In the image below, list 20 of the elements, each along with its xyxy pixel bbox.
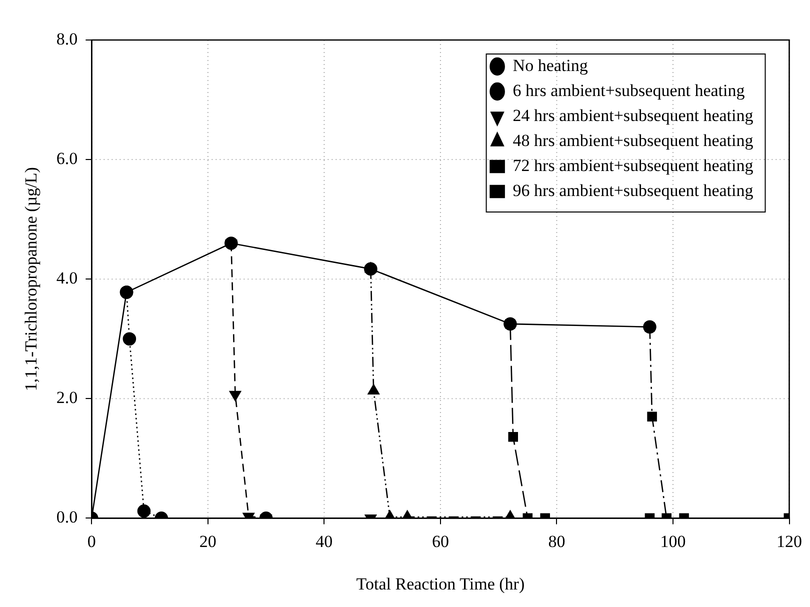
x-tick-label: 60 bbox=[432, 532, 449, 551]
legend-label: 72 hrs ambient+subsequent heating bbox=[512, 156, 754, 175]
y-tick-label: 0.0 bbox=[56, 508, 78, 527]
y-tick-label: 8.0 bbox=[56, 29, 78, 48]
y-tick-label: 6.0 bbox=[56, 149, 78, 168]
legend-label: No heating bbox=[512, 56, 588, 75]
y-tick-label: 2.0 bbox=[56, 388, 78, 408]
y-axis-title: 1,1,1-Trichloropropanone (µg/L) bbox=[22, 167, 41, 392]
x-tick-label: 40 bbox=[316, 532, 333, 551]
x-tick-label: 0 bbox=[87, 532, 96, 551]
legend-label: 24 hrs ambient+subsequent heating bbox=[512, 106, 754, 125]
y-tick-label: 4.0 bbox=[56, 268, 78, 288]
legend-label: 6 hrs ambient+subsequent heating bbox=[512, 80, 746, 100]
legend-label: 48 hrs ambient+subsequent heating bbox=[512, 130, 754, 150]
x-tick-label: 120 bbox=[776, 532, 802, 551]
x-tick-label: 80 bbox=[548, 532, 566, 551]
legend-label: 96 hrs ambient+subsequent heating bbox=[512, 180, 754, 200]
x-axis-title: Total Reaction Time (hr) bbox=[356, 574, 525, 594]
x-tick-label: 100 bbox=[660, 532, 686, 551]
x-tick-label: 20 bbox=[199, 532, 216, 551]
